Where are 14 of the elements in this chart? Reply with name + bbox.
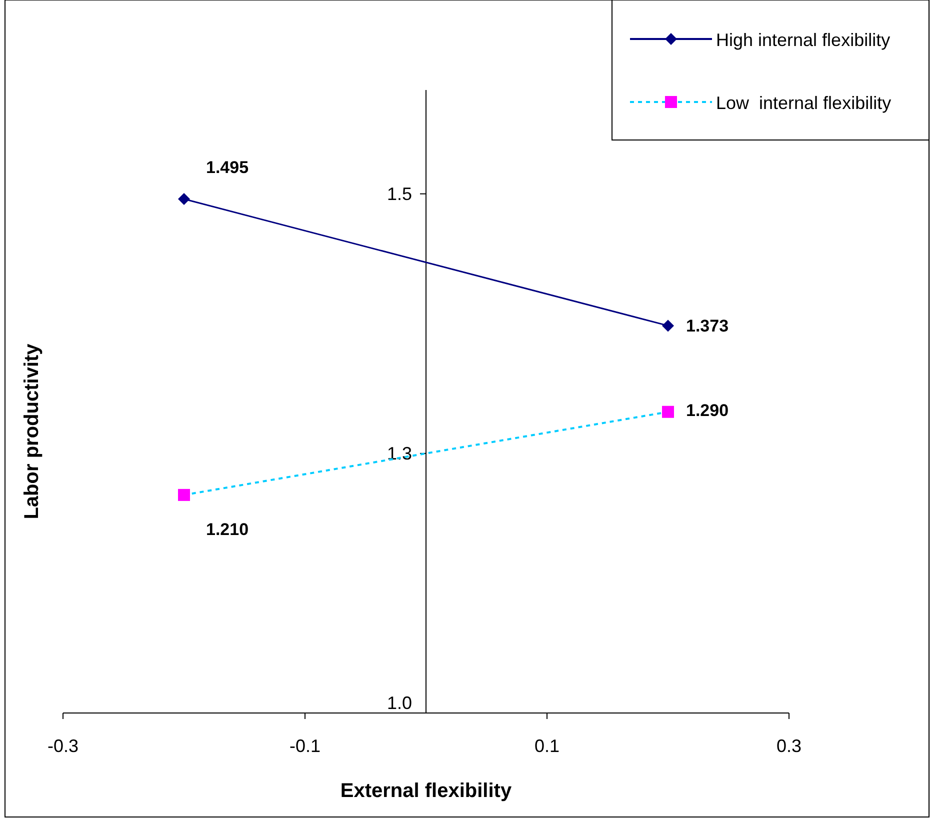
x-tick-label: 0.1 xyxy=(534,736,560,756)
y-axis-title: Labor productivity xyxy=(21,342,43,520)
x-tick-label: -0.3 xyxy=(47,736,79,756)
x-axis-title: External flexibility xyxy=(340,780,512,802)
data-label: 1.290 xyxy=(686,400,729,420)
legend-label: Low internal flexibility xyxy=(716,93,892,113)
data-label: 1.210 xyxy=(206,520,249,539)
data-label: 1.495 xyxy=(206,158,249,178)
x-tick-label: 0.3 xyxy=(776,736,802,756)
x-tick-label: -0.1 xyxy=(289,736,321,756)
y-tick-label: 1.5 xyxy=(386,184,412,204)
data-label: 1.373 xyxy=(686,316,729,336)
y-tick-label: 1.0 xyxy=(386,693,412,713)
legend-label: High internal flexibility xyxy=(716,30,890,50)
